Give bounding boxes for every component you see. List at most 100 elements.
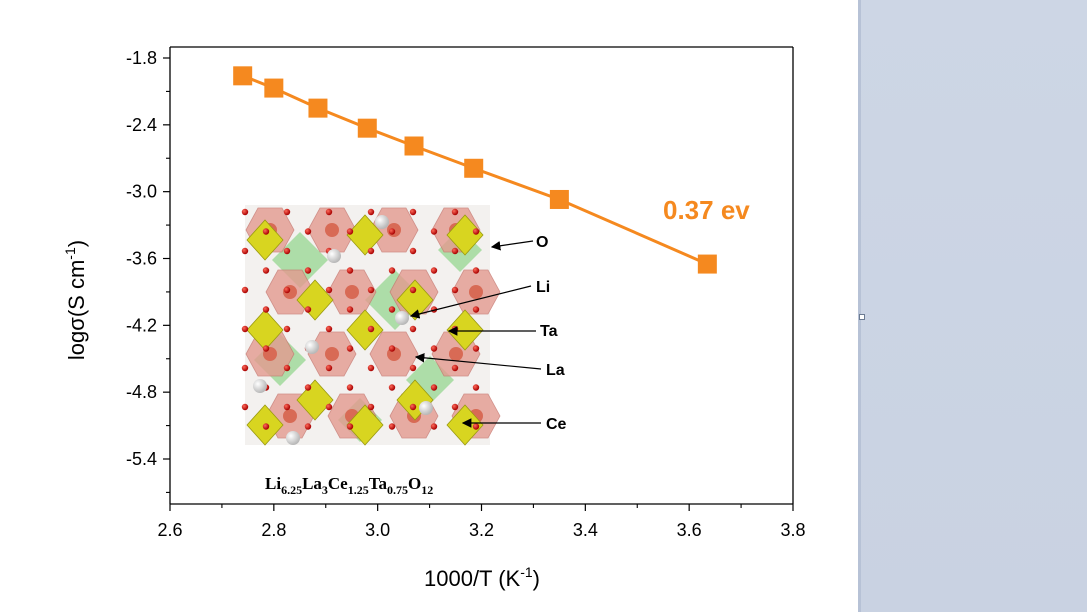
oxygen-atom bbox=[241, 325, 249, 333]
oxygen-atom bbox=[367, 325, 375, 333]
x-tick-label: 3.2 bbox=[469, 520, 494, 540]
side-panel bbox=[858, 0, 1087, 612]
formula-element: Ce bbox=[328, 474, 348, 493]
x-tick-label: 2.6 bbox=[157, 520, 182, 540]
oxygen-atom bbox=[262, 267, 270, 274]
ta-ce-octahedron bbox=[346, 404, 384, 446]
oxygen-atom bbox=[241, 403, 249, 411]
oxygen-atom bbox=[367, 364, 375, 372]
oxygen-atom bbox=[283, 364, 291, 372]
formula-subscript: 3 bbox=[322, 483, 328, 497]
oxygen-atom bbox=[241, 208, 249, 216]
lithium-atom bbox=[253, 379, 267, 393]
oxygen-atom bbox=[325, 325, 333, 333]
oxygen-atom bbox=[472, 384, 480, 391]
oxygen-atom bbox=[409, 403, 417, 411]
oxygen-atom bbox=[451, 247, 459, 255]
oxygen-atom bbox=[346, 384, 354, 391]
data-point bbox=[549, 189, 569, 209]
oxygen-atom bbox=[262, 228, 270, 235]
axes: 2.6 2.8 3.0 3.2 3.4 3.6 3.8 -1.8 -2.4 -3.0 -3.6 -4… bbox=[126, 46, 806, 540]
y-axis-title-main: logσ(S cm bbox=[64, 260, 89, 360]
x-axis-title-sup: -1 bbox=[520, 564, 533, 580]
oxygen-atom bbox=[325, 403, 333, 411]
crystal-structure-inset: O Li Ta La Ce Li6.25La3Ce1.25Ta0.75O12 bbox=[241, 205, 567, 497]
lithium-atom bbox=[375, 215, 389, 229]
oxygen-atom bbox=[451, 286, 459, 294]
oxygen-atom bbox=[367, 403, 375, 411]
la-atom bbox=[345, 285, 359, 299]
formula-subscript: 0.75 bbox=[387, 483, 408, 497]
lithium-atom bbox=[305, 340, 319, 354]
oxygen-atom bbox=[346, 345, 354, 352]
oxygen-atom bbox=[388, 423, 396, 430]
la-atom bbox=[325, 223, 339, 237]
oxygen-atom bbox=[346, 228, 354, 235]
structure-label-li: Li bbox=[536, 279, 550, 296]
lithium-atom bbox=[286, 431, 300, 445]
oxygen-atom bbox=[262, 306, 270, 313]
series-layer bbox=[233, 66, 717, 274]
chemical-formula: Li6.25La3Ce1.25Ta0.75O12 bbox=[265, 474, 433, 497]
x-tick-label: 2.8 bbox=[261, 520, 286, 540]
oxygen-atom bbox=[388, 384, 396, 391]
oxygen-atom bbox=[451, 364, 459, 372]
oxygen-atom bbox=[262, 423, 270, 430]
oxygen-atom bbox=[388, 267, 396, 274]
oxygen-atom bbox=[409, 364, 417, 372]
ta-ce-octahedron bbox=[446, 214, 484, 256]
oxygen-atom bbox=[409, 286, 417, 294]
y-tick-label: -5.4 bbox=[126, 449, 157, 469]
y-tick-label: -3.6 bbox=[126, 249, 157, 269]
oxygen-atom bbox=[388, 345, 396, 352]
oxygen-atom bbox=[472, 306, 480, 313]
x-tick-label: 3.0 bbox=[365, 520, 390, 540]
y-tick-label: -4.8 bbox=[126, 382, 157, 402]
oxygen-atom bbox=[451, 403, 459, 411]
oxygen-atom bbox=[388, 228, 396, 235]
oxygen-atom bbox=[472, 345, 480, 352]
structure-label-ta: Ta bbox=[540, 323, 558, 340]
oxygen-atom bbox=[283, 403, 291, 411]
formula-subscript: 12 bbox=[421, 483, 433, 497]
data-point bbox=[308, 98, 328, 118]
oxygen-atom bbox=[409, 247, 417, 255]
oxygen-atom bbox=[430, 423, 438, 430]
y-tick-label: -1.8 bbox=[126, 48, 157, 68]
slide-canvas: O Li Ta La Ce Li6.25La3Ce1.25Ta0.75O12 2.6 2.… bbox=[0, 0, 858, 612]
oxygen-atom bbox=[325, 286, 333, 294]
formula-element: Ta bbox=[369, 474, 388, 493]
data-point bbox=[697, 254, 717, 274]
ta-ce-octahedron bbox=[246, 309, 284, 351]
oxygen-atom bbox=[283, 325, 291, 333]
la-atom bbox=[325, 347, 339, 361]
structure-label-o: O bbox=[536, 234, 548, 251]
oxygen-atom bbox=[325, 208, 333, 216]
structure-label-ce: Ce bbox=[546, 416, 567, 433]
oxygen-atom bbox=[241, 364, 249, 372]
oxygen-atom bbox=[283, 208, 291, 216]
data-point bbox=[357, 118, 377, 138]
y-tick-label: -3.0 bbox=[126, 182, 157, 202]
oxygen-atom bbox=[283, 247, 291, 255]
data-point bbox=[264, 78, 284, 98]
formula-element: Li bbox=[265, 474, 281, 493]
oxygen-atom bbox=[430, 228, 438, 235]
ta-ce-octahedron bbox=[246, 219, 284, 261]
formula-element: O bbox=[408, 474, 421, 493]
ta-ce-octahedron bbox=[346, 214, 384, 256]
oxygen-atom bbox=[346, 423, 354, 430]
x-axis-title-main: 1000/T (K bbox=[424, 566, 521, 591]
oxygen-atom bbox=[472, 228, 480, 235]
lithium-atom bbox=[327, 249, 341, 263]
structure-label-la: La bbox=[546, 362, 565, 379]
formula-element: La bbox=[302, 474, 322, 493]
formula-subscript: 6.25 bbox=[281, 483, 302, 497]
oxygen-atom bbox=[325, 364, 333, 372]
y-axis-title-tail: ) bbox=[64, 240, 89, 247]
oxygen-atom bbox=[367, 247, 375, 255]
lithium-atom bbox=[395, 311, 409, 325]
x-tick-label: 3.4 bbox=[573, 520, 598, 540]
resize-handle[interactable] bbox=[859, 314, 865, 320]
ta-ce-octahedron bbox=[446, 309, 484, 351]
